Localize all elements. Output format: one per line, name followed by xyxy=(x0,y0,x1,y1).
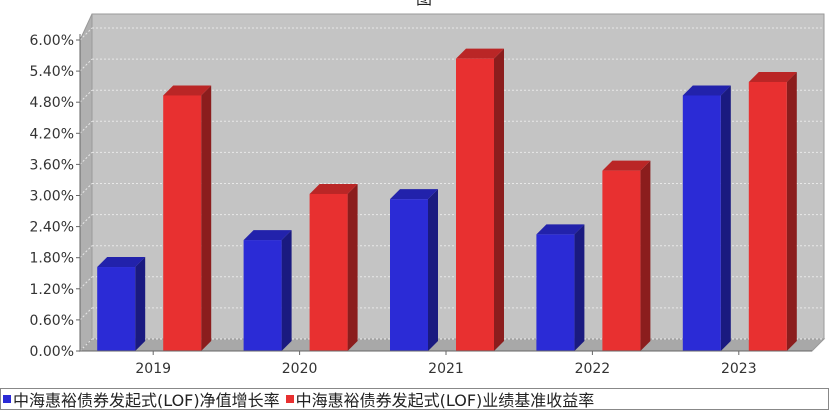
legend-item-nav-growth: 中海惠裕债券发起式(LOF)净值增长率 xyxy=(3,389,280,410)
x-axis: 2019 2020 2021 2022 2023 xyxy=(80,350,812,377)
grid-line-side xyxy=(79,307,93,321)
y-tick-label: 6.00% xyxy=(30,33,74,49)
bar-2021-benchmark xyxy=(456,48,504,351)
grid-line-side xyxy=(79,58,93,72)
grid-line-side xyxy=(79,89,93,103)
bar-chart: 0.00% 0.60% 1.20% 1.80% 2.40% 3.00% 3.60% 4.20%… xyxy=(30,0,826,377)
grid-line-side xyxy=(79,276,93,290)
y-tick-label: 1.20% xyxy=(30,282,74,298)
x-tick-label: 2019 xyxy=(135,361,171,377)
y-tick-label: 2.40% xyxy=(30,220,74,236)
y-tick-label: 5.40% xyxy=(30,64,74,80)
grid-line-side xyxy=(79,338,93,352)
bar-2020-benchmark xyxy=(309,183,358,351)
bar-2021-nav-growth xyxy=(390,189,438,351)
bar-2022-nav-growth xyxy=(536,224,585,351)
y-tick-label: 4.80% xyxy=(30,95,74,111)
x-tick-label: 2023 xyxy=(721,361,757,377)
bar-2023-nav-growth xyxy=(682,85,731,351)
x-tick-label: 2022 xyxy=(575,361,611,377)
grid-line-side xyxy=(79,152,93,165)
grid-line-side xyxy=(79,214,93,227)
y-tick-label: 0.00% xyxy=(30,344,74,360)
y-tick-label: 0.60% xyxy=(30,313,74,329)
bar-2022-benchmark xyxy=(602,160,651,351)
grid-line-side xyxy=(79,27,93,41)
bar-2020-nav-growth xyxy=(243,230,292,351)
legend: 中海惠裕债券发起式(LOF)净值增长率 中海惠裕债券发起式(LOF)业绩基准收益… xyxy=(0,388,829,410)
x-tick-label: 2020 xyxy=(282,361,318,377)
y-axis: 0.00% 0.60% 1.20% 1.80% 2.40% 3.00% 3.60% 4.20%… xyxy=(30,33,81,360)
grid-line-side xyxy=(79,245,93,259)
grid-line-side xyxy=(79,120,93,134)
legend-swatch-red xyxy=(285,395,294,403)
legend-label: 中海惠裕债券发起式(LOF)业绩基准收益率 xyxy=(295,391,595,410)
bar-2019-benchmark xyxy=(163,85,212,351)
y-tick-label: 4.20% xyxy=(30,126,74,142)
chart-title: 图 xyxy=(416,0,432,8)
bar-2019-nav-growth xyxy=(97,257,146,351)
legend-item-benchmark: 中海惠裕债券发起式(LOF)业绩基准收益率 xyxy=(285,389,595,410)
legend-swatch-blue xyxy=(3,395,11,403)
bars xyxy=(97,48,797,352)
x-tick-label: 2021 xyxy=(428,361,464,377)
grid-line-side xyxy=(79,183,93,196)
y-tick-label: 3.00% xyxy=(30,189,74,205)
y-tick-label: 3.60% xyxy=(30,157,74,173)
bar-2023-benchmark xyxy=(748,71,797,352)
legend-label: 中海惠裕债券发起式(LOF)净值增长率 xyxy=(13,391,280,410)
y-tick-label: 1.80% xyxy=(30,251,74,267)
